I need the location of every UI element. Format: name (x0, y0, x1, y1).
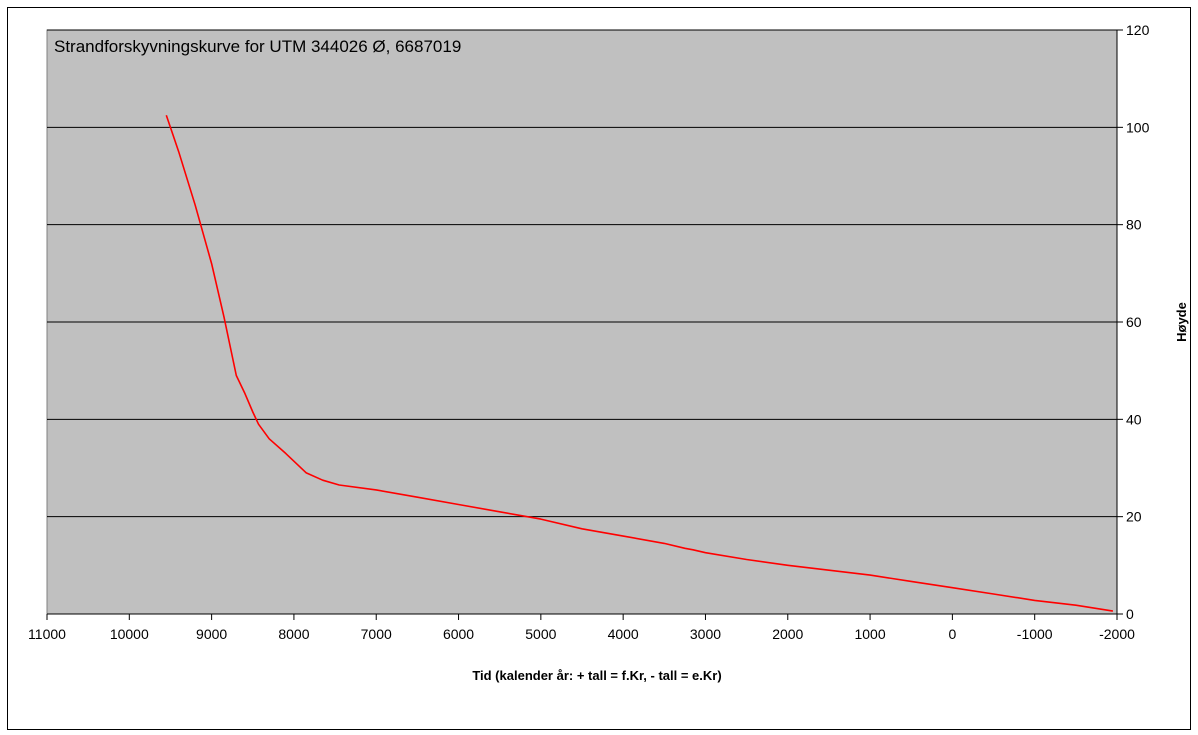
x-tick-label: -2000 (1099, 626, 1135, 642)
x-tick-label: 0 (948, 626, 956, 642)
x-tick-label: 9000 (196, 626, 227, 642)
x-axis-title: Tid (kalender år: + tall = f.Kr, - tall … (472, 668, 721, 683)
y-tick-label: 100 (1126, 119, 1150, 135)
gridlines (47, 29, 1117, 518)
x-tick-label: 4000 (608, 626, 639, 642)
y-tick-label: 0 (1126, 606, 1134, 622)
x-tick-label: -1000 (1017, 626, 1053, 642)
x-tick-label: 11000 (28, 626, 66, 642)
y-tick-label: 20 (1126, 509, 1142, 525)
x-tick-label: 5000 (525, 626, 556, 642)
x-tick-label: 7000 (361, 626, 392, 642)
y-axis-title: Høyde (1174, 302, 1189, 342)
x-axis-ticks: 11000 10000 9000 8000 7000 6000 5000 4000 3000 20… (28, 613, 1135, 642)
x-tick-label: 10000 (110, 626, 149, 642)
series-line (165, 114, 1114, 612)
x-tick-label: 1000 (854, 626, 885, 642)
y-tick-label: 80 (1126, 217, 1142, 233)
chart-title: Strandforskyvningskurve for UTM 344026 Ø… (54, 37, 461, 56)
series-group (165, 114, 1114, 612)
y-axis-ticks: 0 20 40 60 80 100 120 (1116, 22, 1150, 622)
y-tick-label: 40 (1126, 411, 1142, 427)
x-tick-label: 3000 (690, 626, 721, 642)
x-tick-label: 6000 (443, 626, 474, 642)
y-tick-label: 60 (1126, 314, 1142, 330)
y-tick-label: 120 (1126, 22, 1150, 38)
x-tick-label: 8000 (278, 626, 309, 642)
x-tick-label: 2000 (772, 626, 803, 642)
